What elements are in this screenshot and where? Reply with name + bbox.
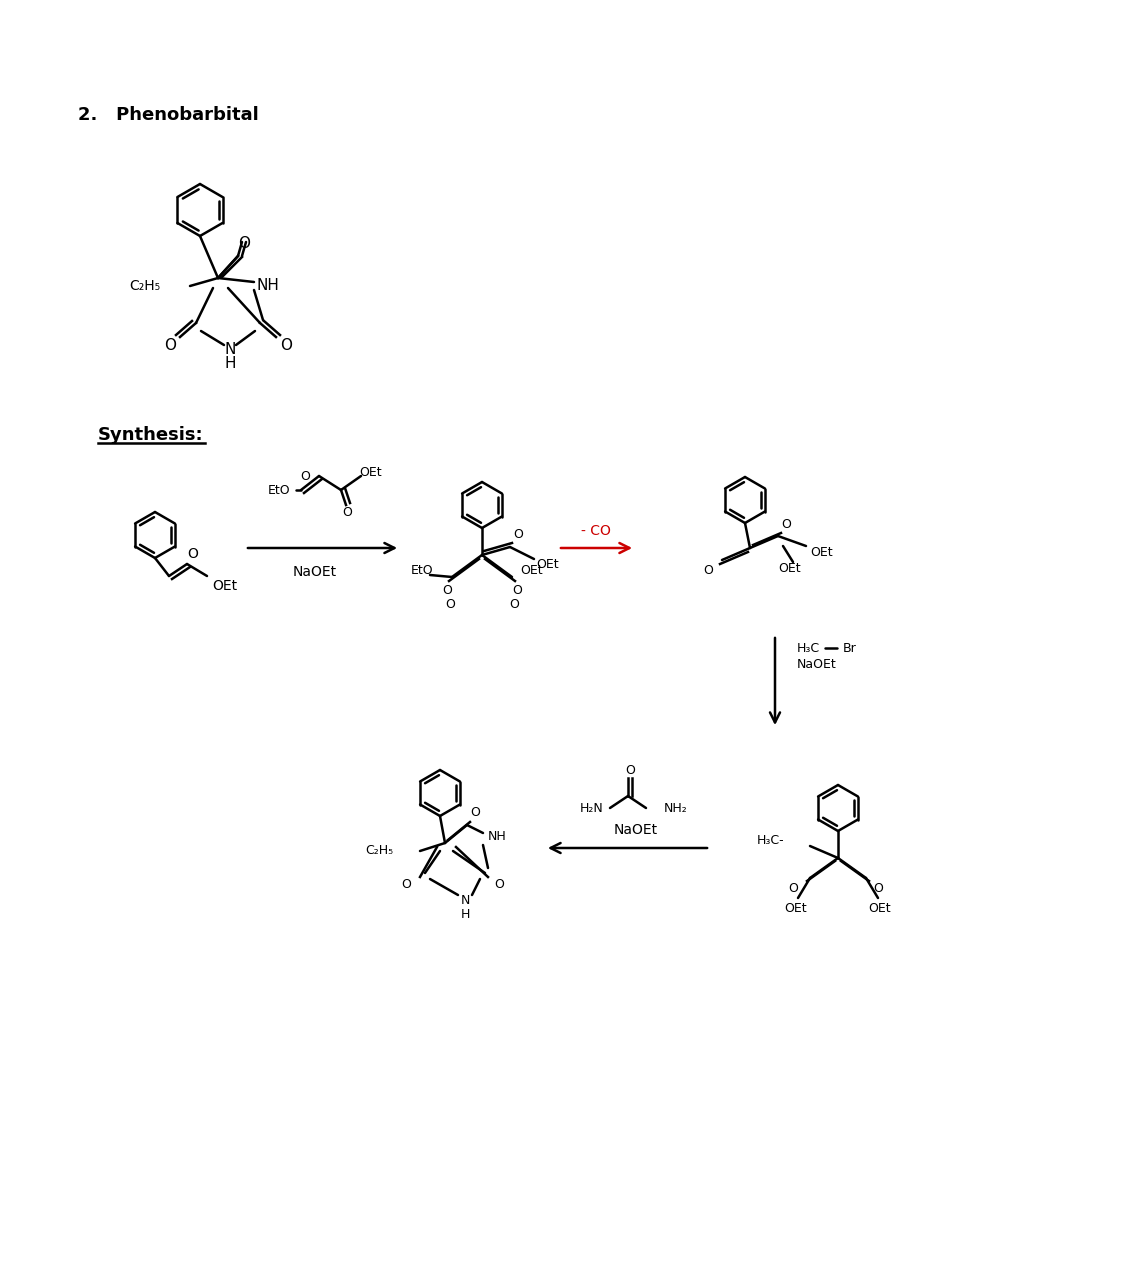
- Text: O: O: [442, 585, 452, 598]
- Text: O: O: [625, 764, 635, 777]
- Text: O: O: [702, 563, 713, 576]
- Text: O: O: [782, 517, 791, 531]
- Text: C₂H₅: C₂H₅: [364, 845, 393, 858]
- Text: O: O: [238, 235, 250, 251]
- Text: OEt: OEt: [520, 565, 543, 577]
- Text: O: O: [788, 881, 798, 895]
- Text: O: O: [494, 878, 504, 891]
- Text: H₃C-: H₃C-: [756, 833, 784, 846]
- Text: OEt: OEt: [536, 558, 559, 571]
- Text: OEt: OEt: [869, 901, 892, 914]
- Text: H: H: [461, 908, 470, 921]
- Text: OEt: OEt: [810, 545, 833, 558]
- Text: C₂H₅: C₂H₅: [128, 279, 160, 293]
- Text: H: H: [225, 356, 236, 372]
- Text: NaOEt: NaOEt: [614, 823, 658, 837]
- Text: H₂N: H₂N: [580, 801, 604, 814]
- Text: NaOEt: NaOEt: [293, 565, 337, 579]
- Text: EtO: EtO: [410, 565, 433, 577]
- Text: OEt: OEt: [785, 901, 807, 914]
- Text: OEt: OEt: [778, 562, 801, 575]
- Text: OEt: OEt: [360, 466, 383, 478]
- Text: O: O: [873, 881, 882, 895]
- Text: Synthesis:: Synthesis:: [99, 426, 204, 444]
- Text: O: O: [513, 529, 523, 541]
- Text: EtO: EtO: [268, 484, 291, 496]
- Text: - CO: - CO: [581, 523, 611, 538]
- Text: 2.   Phenobarbital: 2. Phenobarbital: [78, 105, 259, 123]
- Text: N: N: [225, 342, 236, 358]
- Text: NaOEt: NaOEt: [796, 658, 837, 671]
- Text: O: O: [342, 505, 352, 518]
- Text: O: O: [280, 337, 292, 352]
- Text: O: O: [509, 598, 519, 612]
- Text: O: O: [512, 585, 521, 598]
- Text: OEt: OEt: [212, 579, 237, 593]
- Text: NH: NH: [488, 831, 507, 844]
- Text: O: O: [445, 598, 455, 612]
- Text: Br: Br: [843, 642, 857, 655]
- Text: H₃C: H₃C: [796, 642, 821, 655]
- Text: N: N: [461, 894, 470, 907]
- Text: O: O: [470, 806, 480, 819]
- Text: NH: NH: [257, 279, 280, 293]
- Text: O: O: [401, 878, 411, 891]
- Text: O: O: [164, 337, 176, 352]
- Text: O: O: [188, 547, 198, 561]
- Text: NH₂: NH₂: [664, 801, 688, 814]
- Text: O: O: [300, 469, 309, 482]
